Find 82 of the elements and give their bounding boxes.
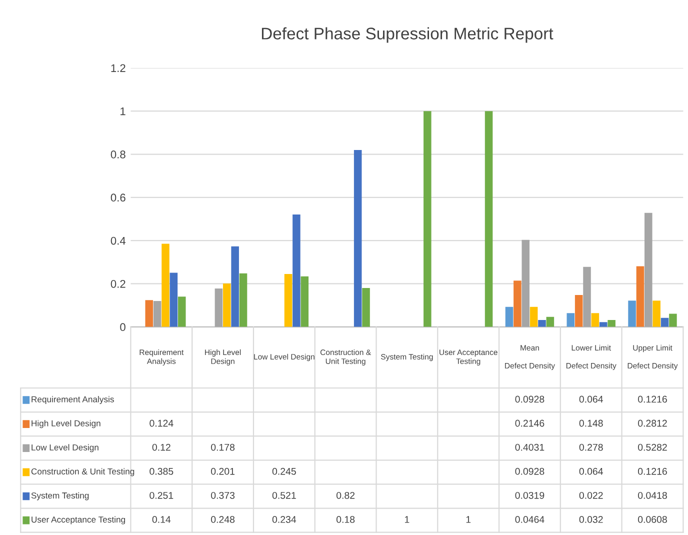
data-label: 0.0928 [515,396,544,403]
data-label: 0.12 [152,444,170,451]
bar [599,322,608,327]
data-label: 0.82 [336,492,355,499]
data-label: 1 [466,516,471,523]
data-label: 0.4031 [515,444,544,451]
bar [484,111,493,327]
data-label: 0.234 [272,516,296,523]
data-label: 0.0319 [515,492,544,499]
legend-label: Low Level Design [32,444,98,452]
bar [284,274,292,327]
data-label: 0.201 [211,468,234,475]
data-label: 0.1216 [638,468,667,475]
bar [608,320,616,327]
bar [591,313,600,327]
data-label: 0.1216 [638,396,667,403]
bar [231,246,239,327]
data-label: 0.2146 [515,420,544,427]
bar [628,300,636,327]
data-label: 0.0418 [638,492,667,499]
bar [644,212,652,327]
bar [214,288,223,327]
bar [239,273,248,327]
data-label: 0.0928 [515,468,544,475]
data-label: 0.178 [211,444,235,451]
data-label: 0.064 [579,468,603,475]
y-tick-label: 1 [120,107,126,116]
bar [660,318,669,327]
data-label: 0.251 [150,492,174,499]
bar [574,294,583,327]
y-tick-label: 0 [120,323,126,332]
bar [566,313,575,327]
data-label: 0.0464 [515,516,544,523]
data-label: 0.124 [150,420,174,427]
bar [522,240,530,327]
legend-label: User Acceptance Testing [32,516,126,524]
data-label: 0.2812 [638,420,667,427]
bar [153,300,162,327]
data-label: 0.022 [579,492,603,499]
bar [300,276,309,327]
bar [530,306,538,327]
bar [424,111,432,327]
bar [170,272,178,327]
data-label: 0.373 [211,492,235,499]
bar [636,266,644,327]
bar [652,300,660,327]
y-tick-label: 0.8 [110,150,126,158]
bar [514,280,522,327]
bar [583,266,591,327]
bar [162,244,170,327]
data-label: 0.248 [211,516,235,523]
data-label: 0.18 [336,516,355,523]
data-label: 0.032 [579,516,603,523]
data-label: 0.245 [272,468,296,475]
data-label: 0.148 [579,420,603,427]
bar [546,316,554,327]
data-label: 0.385 [150,468,174,475]
bar [223,284,231,327]
bar [292,214,300,327]
y-tick-label: 0.6 [110,194,126,202]
y-tick-label: 0.2 [110,280,126,288]
chart-title: Defect Phase Supression Metric Report [262,27,554,43]
data-label: 0.521 [272,492,296,499]
legend-label: Construction & Unit Testing [31,468,134,476]
data-label: 0.5282 [638,444,667,451]
bar [362,288,370,327]
y-tick-label: 1.2 [111,64,126,72]
legend-label: System Testing [31,492,89,500]
bar [669,314,677,327]
legend-label: Requirement Analysis [32,396,114,404]
bar [354,150,362,327]
data-label: 0.0608 [638,516,667,523]
data-label: 0.278 [579,444,603,451]
bar [505,306,514,327]
bar [178,296,186,327]
data-label: 0.14 [152,516,171,523]
y-tick-label: 0.4 [110,236,126,245]
bar [145,300,154,327]
legend-label: High Level Design [32,420,100,428]
data-label: 0.064 [579,396,603,403]
bar [538,320,546,327]
data-label: 1 [404,516,410,523]
